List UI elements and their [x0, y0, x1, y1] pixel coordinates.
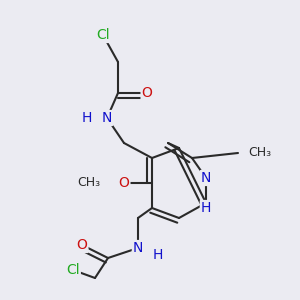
- Text: N: N: [102, 111, 112, 125]
- Text: O: O: [118, 176, 129, 190]
- Text: CH₃: CH₃: [248, 146, 271, 160]
- Text: O: O: [76, 238, 87, 252]
- Text: Cl: Cl: [96, 28, 110, 42]
- Text: Cl: Cl: [66, 263, 80, 277]
- Text: O: O: [142, 86, 152, 100]
- Text: H: H: [201, 201, 211, 215]
- Text: H: H: [153, 248, 163, 262]
- Text: N: N: [133, 241, 143, 255]
- Text: H: H: [82, 111, 92, 125]
- Text: N: N: [201, 171, 211, 185]
- Text: CH₃: CH₃: [77, 176, 100, 190]
